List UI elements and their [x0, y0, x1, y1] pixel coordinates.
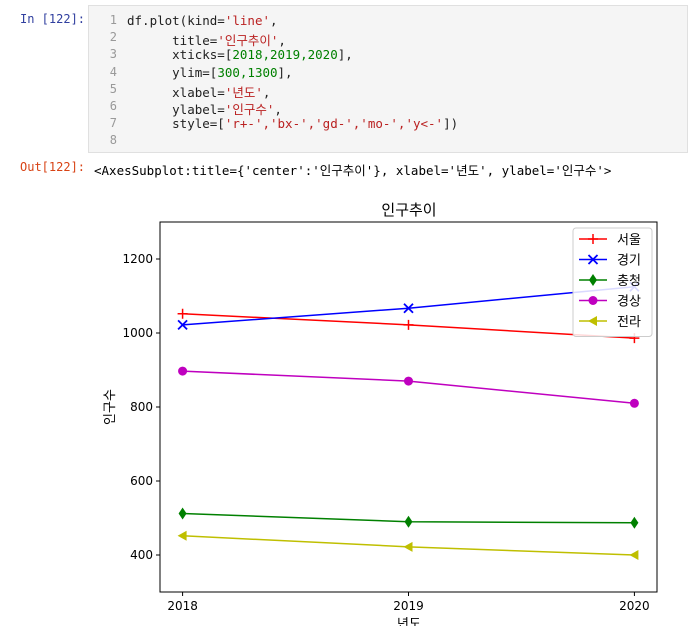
line-number: 5: [109, 81, 117, 96]
legend-marker: [588, 296, 598, 305]
data-point: [177, 319, 188, 330]
series-line: [182, 535, 635, 556]
line-number: 1: [109, 13, 117, 27]
series-line: [182, 370, 635, 405]
data-point: [629, 550, 639, 560]
code-line: style=['r+-','bx-','gd-','mo-','y<-']): [172, 116, 459, 132]
data-point: [177, 530, 187, 541]
y-tick-label: 400: [130, 548, 153, 562]
legend-marker: [588, 234, 598, 244]
y-axis-label: 인구수: [103, 389, 118, 425]
data-point: [403, 303, 414, 314]
code-line: ylabel='인구수',: [172, 102, 282, 117]
legend-label: 서울: [617, 233, 641, 248]
series-3: [178, 507, 639, 529]
code-line: xticks=[2018,2019,2020],: [172, 47, 353, 63]
legend-label: 경상: [617, 295, 641, 310]
data-point: [629, 398, 639, 408]
legend-entry: 전라: [579, 315, 641, 330]
legend-entry: 경기: [579, 254, 641, 269]
legend-marker: [588, 316, 597, 326]
data-point: [404, 376, 413, 386]
series-lines: [177, 281, 640, 560]
data-point: [404, 515, 413, 528]
series-1: [177, 308, 640, 344]
legend-label: 충청: [617, 274, 641, 289]
data-point: [177, 308, 188, 319]
code-line: df.plot(kind='line',: [127, 13, 278, 28]
legend-marker: [587, 254, 599, 265]
output-prompt: Out[122]:: [20, 160, 86, 174]
code-cell[interactable]: 1 2 3 4 5 6 7 8 df.plot(kind='line', title='인구추…: [88, 5, 688, 153]
series-4: [178, 366, 639, 408]
code-line: ylim=[300,1300],: [172, 64, 293, 80]
y-tick-label: 800: [130, 400, 153, 414]
y-axis: 400 600 800 1000 1200: [122, 252, 160, 562]
output-text: <AxesSubplot:title={'center':'인구추이'}, xl…: [94, 163, 612, 178]
chart-title: 인구추이: [381, 201, 436, 219]
data-point: [630, 516, 639, 529]
x-tick-label: 2018: [167, 599, 198, 613]
y-tick-label: 600: [130, 474, 153, 488]
code-line: xlabel='년도',: [172, 84, 271, 100]
legend-entry: 서울: [579, 233, 641, 248]
x-tick-label: 2019: [393, 599, 424, 613]
legend-box: [572, 227, 653, 337]
x-axis: 2018 2019 2020: [167, 592, 650, 613]
y-tick-label: 1000: [122, 326, 153, 340]
line-number: 2: [109, 30, 117, 45]
line-number: 3: [109, 47, 117, 62]
series-line: [182, 286, 635, 326]
line-number: 4: [109, 64, 117, 79]
line-number: 6: [109, 99, 117, 113]
legend-label: 전라: [617, 315, 641, 330]
series-5: [177, 530, 639, 560]
legend-label: 경기: [617, 254, 641, 269]
y-tick-label: 1200: [122, 252, 153, 266]
data-point: [403, 541, 413, 552]
line-number-gutter: 1 2 3 4 5 6 7 8: [89, 6, 121, 152]
x-tick-label: 2020: [619, 599, 650, 613]
legend-entry: 충청: [579, 274, 641, 289]
data-point: [403, 319, 414, 330]
data-point: [178, 507, 187, 520]
series-line: [182, 512, 635, 524]
plot-area: [159, 221, 658, 593]
legend-entry: 경상: [579, 295, 641, 310]
data-point: [629, 281, 640, 292]
data-point: [629, 333, 640, 344]
data-point: [178, 366, 188, 376]
input-prompt: In [122]:: [20, 12, 86, 26]
code-line: title='인구추이',: [172, 33, 286, 49]
series-2: [177, 281, 640, 330]
line-number: 7: [109, 116, 117, 131]
legend-marker: [589, 274, 597, 286]
line-number: 8: [109, 133, 117, 148]
x-axis-label: 년도: [397, 617, 421, 626]
series-line: [182, 313, 635, 339]
